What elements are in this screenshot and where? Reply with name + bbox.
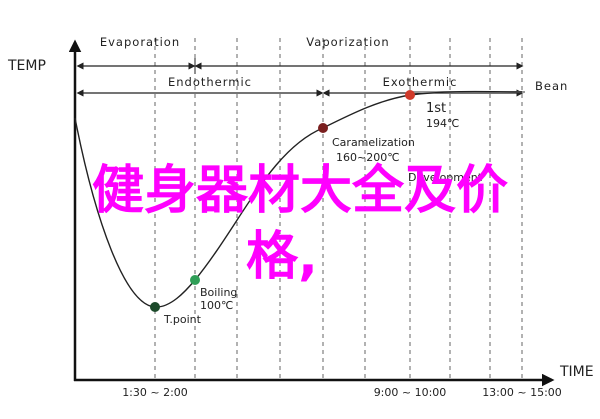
phase-label: Vaporization — [306, 35, 389, 49]
bean-label: Bean — [535, 79, 568, 93]
point — [318, 123, 328, 133]
overlay-text: 健身器材大全及价 — [92, 161, 508, 221]
point-temp: 160~200℃ — [336, 151, 400, 164]
point-label: Caramelization — [332, 136, 415, 149]
x-axis-label: TIME — [559, 364, 594, 380]
point — [405, 90, 415, 100]
point-temp: 100℃ — [200, 299, 233, 312]
time-label: 9:00 ~ 10:00 — [374, 386, 447, 399]
time-label: 1:30 ~ 2:00 — [122, 386, 188, 399]
temperature-curve — [74, 90, 523, 308]
time-label: 13:00 ~ 15:00 — [482, 386, 562, 399]
stage-label: Development — [408, 171, 483, 184]
phase-label: Exothermic — [383, 75, 458, 89]
point — [150, 302, 160, 312]
point-label: 1st — [426, 101, 446, 116]
phase-label: Evaporation — [100, 35, 180, 49]
point-label: T.point — [163, 313, 202, 326]
point-temp: 194℃ — [426, 117, 459, 130]
y-axis-label: TEMP — [7, 58, 46, 74]
point — [190, 275, 200, 285]
phase-label: Endothermic — [168, 75, 252, 89]
overlay-text: 格, — [246, 227, 318, 287]
point-label: Boiling — [200, 286, 237, 299]
